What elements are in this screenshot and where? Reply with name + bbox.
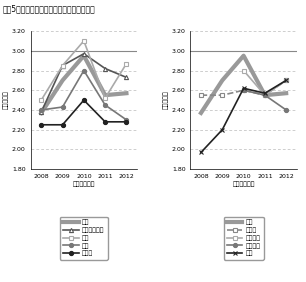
Y-axis label: （平均点）: （平均点） [163, 91, 169, 109]
Y-axis label: （平均点）: （平均点） [3, 91, 9, 109]
Legend: 全体, インドネシア, タイ, 中国, インド: 全体, インドネシア, タイ, 中国, インド [60, 217, 108, 259]
Legend: 全体, 中南米, メキシコ, ブラジル, 北米: 全体, 中南米, メキシコ, ブラジル, 北米 [224, 217, 263, 259]
X-axis label: 〔実績年度〕: 〔実績年度〕 [232, 182, 255, 188]
Text: 図表5　地域別にみた収益満足度評価の推移: 図表5 地域別にみた収益満足度評価の推移 [3, 4, 96, 13]
X-axis label: 〔実績年度〕: 〔実績年度〕 [73, 182, 95, 188]
